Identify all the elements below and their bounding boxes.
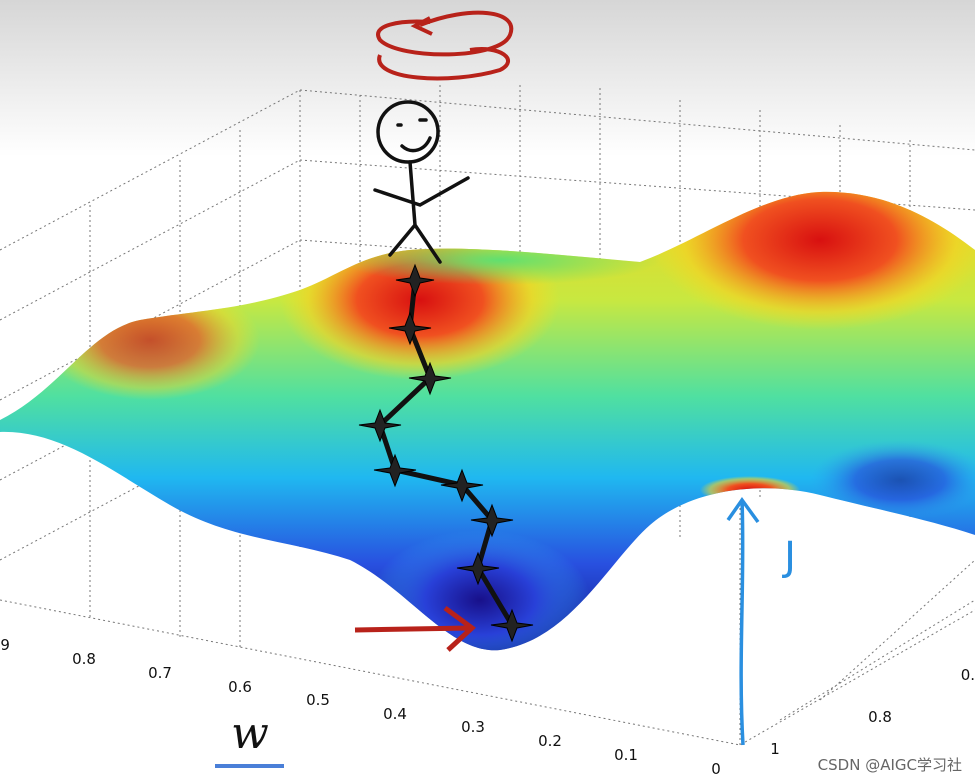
tick-label: 0.4 (383, 705, 407, 723)
tick-label: 0. (961, 666, 975, 684)
tick-label: 0.8 (868, 708, 892, 726)
tick-label: 0.2 (538, 732, 562, 750)
tick-label: 0.7 (148, 664, 172, 682)
tick-label: 0.6 (228, 678, 252, 696)
stick-figure (373, 100, 470, 264)
descent-path (358, 263, 534, 643)
spin-scribble (376, 10, 514, 81)
side-axis: 1 0.8 0. (770, 666, 975, 758)
minimum-arrow (354, 605, 476, 652)
front-axis: 0.9 0.8 0.7 0.6 0.5 0.4 0.3 0.2 0.1 0 (0, 636, 721, 778)
j-label: J (781, 534, 796, 580)
tick-label: 0 (711, 760, 721, 778)
tick-label: 0.3 (461, 718, 485, 736)
tick-label: 1 (770, 740, 780, 758)
tick-label: 0.5 (306, 691, 330, 709)
watermark: CSDN @AIGC学习社 (818, 756, 962, 774)
w-label: w (231, 708, 269, 759)
tick-label: 0.9 (0, 636, 10, 654)
tick-label: 0.1 (614, 746, 638, 764)
tick-label: 0.8 (72, 650, 96, 668)
j-arrow (726, 496, 760, 746)
